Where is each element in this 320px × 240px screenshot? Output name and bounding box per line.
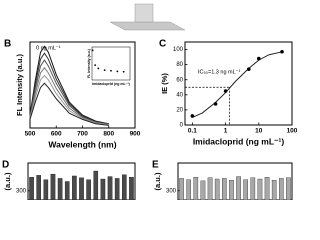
bar <box>64 181 70 200</box>
bar <box>250 177 256 200</box>
bar <box>57 178 63 200</box>
x-tick-label: 0.1 <box>188 128 197 135</box>
y-tick-label: 0 <box>180 123 184 129</box>
bar <box>271 180 277 200</box>
annotation: IC₅₀=1.3 ng mL⁻¹ <box>198 69 241 75</box>
x-tick-label: 600 <box>51 131 62 138</box>
bar <box>222 178 227 200</box>
y-axis-label: IE (%) <box>160 73 169 94</box>
bar <box>264 177 270 200</box>
device-base <box>109 21 186 31</box>
bar <box>29 177 34 200</box>
axes-frame <box>184 41 293 126</box>
bar <box>257 178 263 200</box>
x-axis-label: Wavelength (nm) <box>48 139 116 149</box>
bar <box>50 173 56 200</box>
bar <box>43 179 49 200</box>
spectrum-line <box>29 74 109 126</box>
y-axis-label: (a.u.) <box>153 172 162 190</box>
panel-label: B <box>4 39 11 50</box>
spectrum-line <box>29 59 109 126</box>
bar <box>93 170 99 200</box>
data-point <box>223 89 228 93</box>
y-tick-label: 300 <box>166 188 177 194</box>
x-axis-label: Imidacloprid (ng mL⁻¹) <box>193 136 285 146</box>
y-axis-label: FL Intensity (a.u.) <box>87 49 91 78</box>
panel-label: D <box>2 160 9 171</box>
y-tick-label: 100 <box>173 47 184 53</box>
x-tick-label: 800 <box>103 131 114 138</box>
y-tick-label: 80 <box>176 62 183 68</box>
panel-label: E <box>152 160 159 171</box>
bar <box>179 178 184 200</box>
bar <box>214 178 220 200</box>
device-illustration <box>109 3 186 31</box>
bar <box>193 177 199 200</box>
x-tick-label: 500 <box>25 131 36 138</box>
device-body <box>134 3 154 23</box>
fit-curve <box>192 51 283 118</box>
data-point <box>122 70 125 73</box>
x-tick-label: 100 <box>287 128 298 135</box>
y-tick-label: 60 <box>176 77 183 83</box>
bar <box>243 179 248 200</box>
bar <box>200 180 206 200</box>
bar <box>79 177 84 200</box>
bar <box>86 179 91 200</box>
bar <box>122 174 127 200</box>
y-tick-label: 40 <box>176 92 183 98</box>
spectrum-line <box>29 82 109 126</box>
data-point <box>94 64 97 67</box>
bar <box>186 179 191 200</box>
data-point <box>116 70 119 73</box>
bar <box>286 177 291 200</box>
data-point <box>246 67 251 71</box>
bar <box>129 177 134 200</box>
data-point <box>103 69 106 71</box>
data-point <box>213 102 218 106</box>
x-tick-label: 900 <box>130 131 141 138</box>
annotation: 0 ng mL⁻¹ <box>36 45 61 51</box>
bar <box>207 177 213 200</box>
bar <box>236 176 241 200</box>
data-point <box>91 49 94 52</box>
panel-label: C <box>159 39 166 50</box>
x-tick-label: 1 <box>224 128 228 135</box>
data-point <box>97 67 100 70</box>
x-tick-label: 700 <box>77 131 88 138</box>
data-point <box>280 50 284 54</box>
bar <box>107 176 113 200</box>
y-axis-label: (a.u.) <box>3 172 12 190</box>
axes-frame <box>91 46 131 81</box>
x-axis-label: Imidacloprid (ng mL⁻¹) <box>92 82 130 86</box>
data-point <box>110 69 112 72</box>
y-axis-label: FL Intensity (a.u.) <box>15 54 24 116</box>
spectrum-line <box>29 45 109 125</box>
bar <box>36 175 41 200</box>
y-tick-label: 20 <box>176 107 183 113</box>
bar <box>100 178 106 200</box>
bar <box>114 178 120 200</box>
data-point <box>256 56 261 61</box>
bar <box>279 178 284 200</box>
bar <box>72 175 77 200</box>
x-tick-label: 10 <box>255 128 263 135</box>
bar <box>229 180 234 200</box>
y-tick-label: 300 <box>16 188 27 194</box>
data-point <box>190 114 195 118</box>
